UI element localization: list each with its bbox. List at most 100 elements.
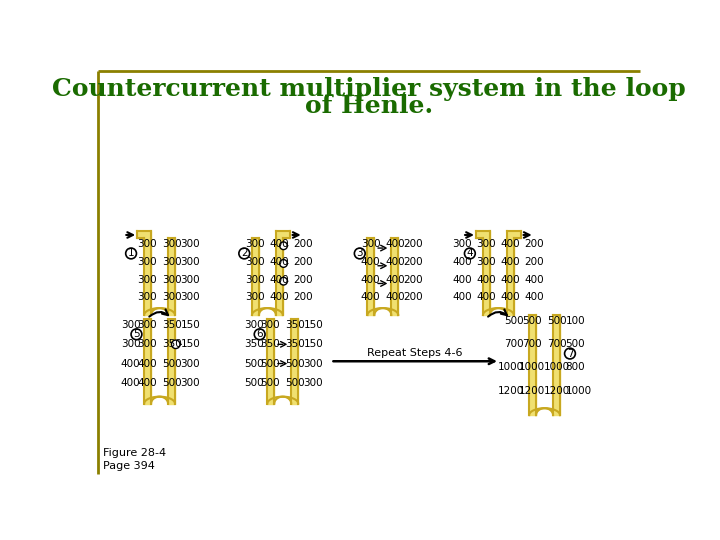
Text: 300: 300 [244,320,264,330]
Text: 400: 400 [138,378,157,388]
Text: 500: 500 [523,316,542,326]
Circle shape [239,248,250,259]
Polygon shape [483,308,514,315]
Text: 300: 300 [138,292,157,302]
Text: 1000: 1000 [519,362,545,373]
Polygon shape [144,308,175,315]
Text: 200: 200 [404,239,423,249]
Polygon shape [252,238,259,315]
Text: 500: 500 [244,359,264,369]
Text: 4: 4 [467,248,473,259]
Text: 200: 200 [404,275,423,285]
Polygon shape [276,231,289,238]
Circle shape [171,340,180,348]
Text: 400: 400 [361,257,380,267]
Polygon shape [252,308,283,315]
Text: 400: 400 [121,359,140,369]
Text: 400: 400 [361,275,380,285]
Text: 150: 150 [304,339,323,349]
Text: 300: 300 [162,292,181,302]
Text: 400: 400 [453,275,472,285]
Text: 200: 200 [525,257,544,267]
Text: 300: 300 [453,239,472,249]
Text: 300: 300 [246,275,265,285]
Text: 400: 400 [270,275,289,285]
Text: 300: 300 [246,292,265,302]
Text: 500: 500 [547,316,567,326]
Polygon shape [507,238,514,315]
Text: 1200: 1200 [498,386,523,395]
Text: 200: 200 [294,239,313,249]
Polygon shape [144,238,151,315]
Text: 400: 400 [501,239,521,249]
Circle shape [279,260,287,267]
Polygon shape [367,308,398,315]
Polygon shape [267,397,298,403]
Text: 300: 300 [162,257,181,267]
Circle shape [254,329,265,340]
Text: 350: 350 [162,320,181,330]
Polygon shape [168,319,175,403]
Text: 300: 300 [180,239,200,249]
Text: 300: 300 [162,239,181,249]
Text: 300: 300 [361,239,380,249]
Polygon shape [144,319,151,403]
Circle shape [131,329,142,340]
Text: 300: 300 [138,320,157,330]
Text: 300: 300 [180,275,200,285]
Text: 400: 400 [270,239,289,249]
Circle shape [564,348,575,359]
Text: 500: 500 [162,359,181,369]
Text: 300: 300 [246,239,265,249]
Text: 400: 400 [385,239,405,249]
Text: 500: 500 [504,316,523,326]
Text: 400: 400 [501,257,521,267]
Text: 400: 400 [121,378,140,388]
Text: 400: 400 [453,257,472,267]
Polygon shape [168,238,175,315]
Text: Repeat Steps 4-6: Repeat Steps 4-6 [367,348,463,358]
Text: 1: 1 [127,248,135,259]
Text: 400: 400 [361,292,380,302]
Text: 6: 6 [256,329,263,339]
Polygon shape [138,231,151,238]
Text: 5: 5 [133,329,140,339]
Text: 400: 400 [385,275,405,285]
Text: 350: 350 [244,339,264,349]
Text: 150: 150 [180,320,200,330]
Text: 800: 800 [565,362,585,373]
Text: 300: 300 [138,339,157,349]
Text: 200: 200 [294,275,313,285]
Circle shape [354,248,365,259]
Text: 200: 200 [294,292,313,302]
Circle shape [464,248,475,259]
Text: 500: 500 [261,378,280,388]
Text: 1000: 1000 [544,362,570,373]
Text: 100: 100 [565,316,585,326]
Text: 400: 400 [476,292,496,302]
Polygon shape [291,319,298,403]
Text: 700: 700 [504,339,523,349]
Text: of Henle.: of Henle. [305,94,433,118]
Text: 500: 500 [162,378,181,388]
Text: 300: 300 [476,257,496,267]
Text: 400: 400 [525,275,544,285]
Polygon shape [529,315,536,415]
Text: 700: 700 [547,339,567,349]
Text: 300: 300 [162,275,181,285]
Text: 150: 150 [180,339,200,349]
Text: 400: 400 [270,257,289,267]
Polygon shape [367,238,374,315]
Text: 300: 300 [476,239,496,249]
Text: 200: 200 [404,292,423,302]
Polygon shape [276,238,283,315]
Polygon shape [144,397,175,403]
Text: 1200: 1200 [519,386,545,395]
Polygon shape [529,408,560,415]
Text: 400: 400 [270,292,289,302]
Text: 150: 150 [304,320,323,330]
Text: 700: 700 [523,339,542,349]
Text: 200: 200 [294,257,313,267]
Text: 300: 300 [180,257,200,267]
Text: 300: 300 [121,320,140,330]
